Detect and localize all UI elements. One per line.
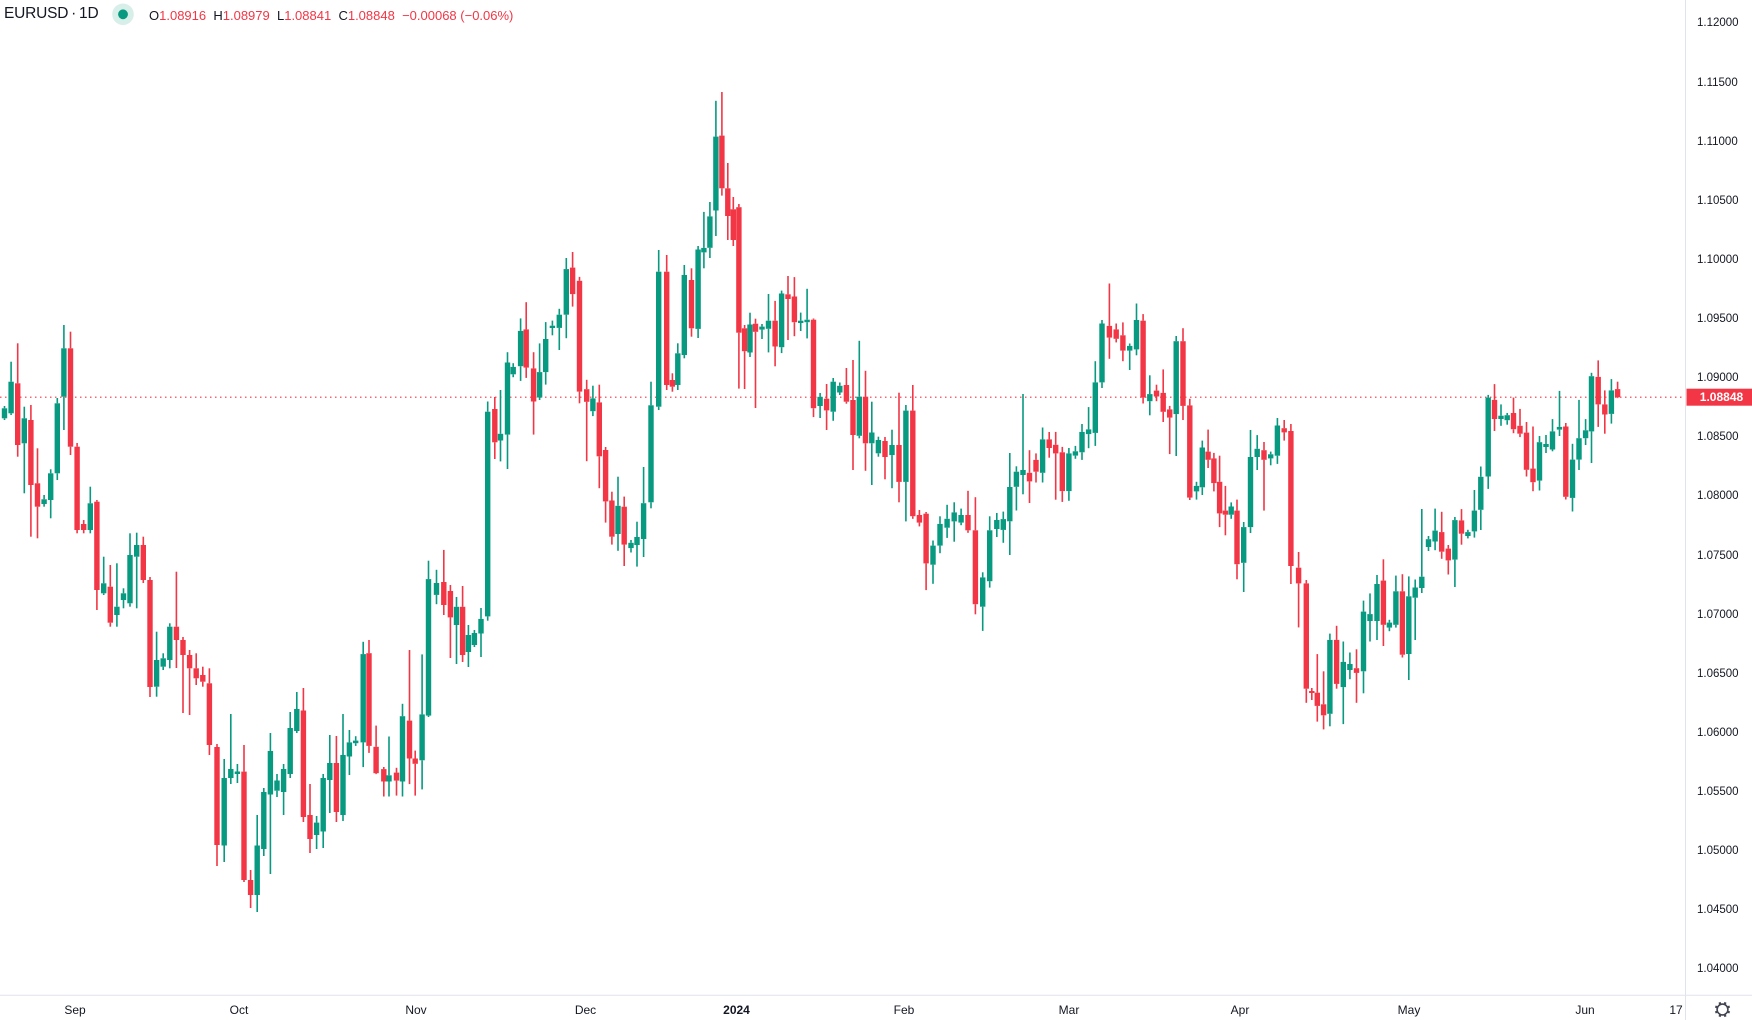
svg-text:1.08848: 1.08848	[1700, 390, 1744, 404]
